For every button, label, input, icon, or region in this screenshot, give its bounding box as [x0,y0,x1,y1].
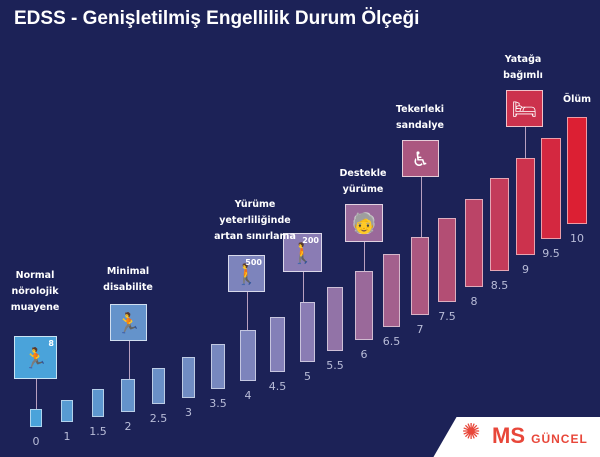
bar-4.5 [270,317,285,372]
bar-7 [411,237,429,315]
connector-line [302,272,304,302]
bar-7.5 [438,218,456,302]
bar-6.5 [383,254,400,327]
tick-label: 4 [244,389,252,402]
tick-label: 5 [304,370,311,383]
tick-label: 3 [185,406,192,419]
tick-label: 7.5 [438,310,456,323]
tick-label: 10 [570,232,584,245]
bar-2 [121,379,135,412]
tick-label: 2.5 [149,412,168,425]
milestone-caption: Ölüm [563,94,591,105]
running-person-icon: 🏃 8 [14,336,57,379]
bar-2.5 [152,368,165,404]
tick-label: 5.5 [326,359,344,372]
logo-star-icon: ✺ [462,420,481,445]
page-title: EDSS - Genişletilmiş Engellilik Durum Öl… [14,8,420,29]
tick-label: 1 [63,430,71,443]
tick-label: 6.5 [382,335,401,348]
tick-label: 9 [522,263,529,276]
tick-label: 8 [470,295,478,308]
bar-5 [300,302,315,362]
distance-badge: 500 [245,258,262,267]
logo-ms: MS [492,423,525,448]
connector-line [35,379,37,409]
bar-3 [182,357,195,398]
bar-0 [30,409,42,427]
bar-5.5 [327,287,343,351]
milestone-caption: Yürüme yeterliliğinde artan sınırlama [214,199,296,242]
walking-person-icon: 🚶 200 [283,233,322,272]
distance-badge: 200 [302,236,319,245]
bar-6 [355,271,373,340]
tick-label: 9.5 [542,247,560,260]
tick-label: 8.5 [490,279,509,292]
connector-line [524,127,526,158]
tick-label: 4.5 [268,380,287,393]
logo-guncel: GÜNCEL [531,432,588,446]
bar-10 [567,117,587,224]
tick-label: 6 [360,348,368,361]
milestone-caption: Tekerleki sandalye [395,104,445,131]
bar-4 [240,330,256,381]
tick-label: 3.5 [209,397,227,410]
bar-1.5 [92,389,104,417]
bar-9.5 [541,138,561,239]
walking-person-icon: 🚶 500 [228,255,265,292]
bar-8 [465,199,483,287]
connector-line [128,341,130,379]
milestone-caption: Yatağa bağımlı [503,54,543,81]
milestone-caption: Minimal disabilite [103,266,153,293]
tick-label: 0 [32,435,40,448]
distance-badge: 8 [48,339,54,348]
logo: MS GÜNCEL [492,423,588,449]
connector-line [364,242,365,271]
connector-line [420,177,422,237]
cane-walker-icon: 🧓 [345,204,383,242]
tick-label: 2 [124,420,132,433]
wheelchair-icon: ♿ [402,140,439,177]
milestone-caption: Normal nörolojik muayene [10,270,60,313]
bed-icon: 🛏 [506,90,543,127]
bar-9 [516,158,535,255]
bar-3.5 [211,344,225,389]
tick-label: 1.5 [89,425,107,438]
bar-1 [61,400,73,422]
milestone-caption: Destekle yürüme [339,168,387,195]
tick-label: 7 [416,323,424,336]
running-person-icon: 🏃 [110,304,147,341]
bar-8.5 [490,178,509,271]
connector-line [246,292,248,330]
